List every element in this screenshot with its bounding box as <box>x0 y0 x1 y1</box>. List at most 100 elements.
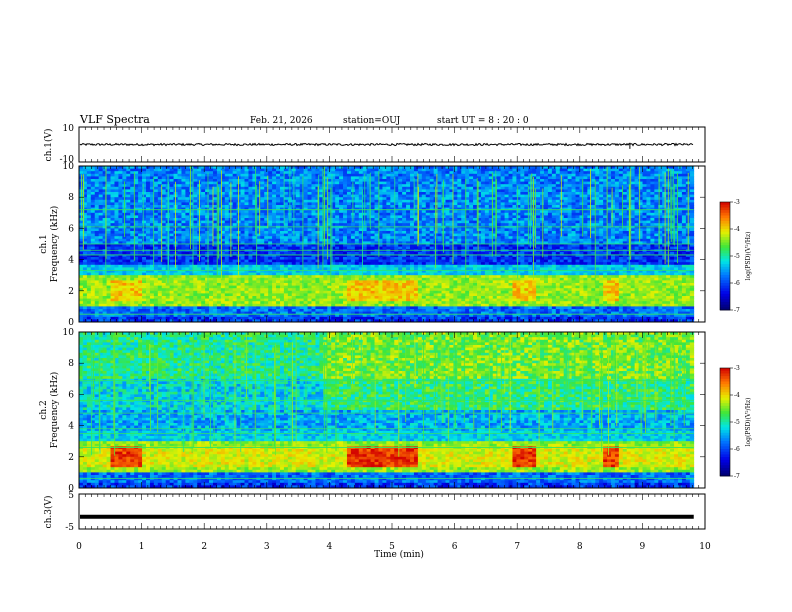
spectrogram-cell <box>371 200 375 203</box>
spectrogram-cell <box>560 169 564 172</box>
spectrogram-cell <box>118 187 122 190</box>
spectrogram-cell <box>611 182 615 185</box>
spectrogram-cell <box>142 197 146 200</box>
spectrogram-cell <box>107 195 111 198</box>
spectrogram-cell <box>497 179 501 182</box>
spectrogram-cell <box>473 182 477 185</box>
spectrogram-cell <box>422 179 426 182</box>
spectrogram-cell <box>599 197 603 200</box>
spectrogram-cell <box>170 171 174 174</box>
spectrogram-cell <box>615 187 619 190</box>
spectrogram-cell <box>583 192 587 195</box>
spectrogram-cell <box>162 176 166 179</box>
spectrogram-cell <box>225 171 229 174</box>
spectrogram-cell <box>497 205 501 208</box>
spectrogram-cell <box>355 184 359 187</box>
spectrogram-cell <box>599 192 603 195</box>
spectrogram-cell <box>95 189 99 192</box>
spectrogram-cell <box>111 205 115 208</box>
spectrogram-cell <box>619 176 623 179</box>
spectrogram-cell <box>402 176 406 179</box>
spectrogram-cell <box>138 208 142 211</box>
spectrogram-cell <box>430 179 434 182</box>
spectrogram-cell <box>457 200 461 203</box>
spectrogram-cell <box>520 192 524 195</box>
spectrogram-cell <box>201 208 205 211</box>
spectrogram-cell <box>126 174 130 177</box>
spectrogram-cell <box>512 195 516 198</box>
spectrogram-cell <box>465 169 469 172</box>
spectrogram-cell <box>572 202 576 205</box>
spectrogram-cell <box>639 187 643 190</box>
spectrogram-cell <box>339 187 343 190</box>
spectrogram-cell <box>347 174 351 177</box>
spectrogram-cell <box>181 187 185 190</box>
spectrogram-cell <box>99 184 103 187</box>
spectrogram-cell <box>272 169 276 172</box>
spectrogram-cell <box>311 200 315 203</box>
spectrogram-cell <box>445 205 449 208</box>
spectrogram-cell <box>300 171 304 174</box>
spectrogram-cell <box>248 169 252 172</box>
spectrogram-cell <box>434 171 438 174</box>
spectrogram-cell <box>181 195 185 198</box>
spectrogram-cell <box>343 182 347 185</box>
spectrogram-cell <box>587 169 591 172</box>
spectrogram-cell <box>564 176 568 179</box>
spectrogram-cell <box>241 187 245 190</box>
spectrogram-cell <box>154 187 158 190</box>
spectrogram-cell <box>87 202 91 205</box>
spectrogram-cell <box>579 200 583 203</box>
spectrogram-cell <box>311 174 315 177</box>
spectrogram-cell <box>375 179 379 182</box>
spectrogram-cell <box>339 179 343 182</box>
spectrogram-cell <box>453 189 457 192</box>
spectrogram-cell <box>83 169 87 172</box>
spectrogram-cell <box>639 179 643 182</box>
spectrogram-cell <box>296 195 300 198</box>
spectrogram-cell <box>355 200 359 203</box>
spectrogram-cell <box>505 200 509 203</box>
spectrogram-cell <box>252 205 256 208</box>
spectrogram-cell <box>568 179 572 182</box>
spectrogram-cell <box>162 197 166 200</box>
spectrogram-cell <box>505 192 509 195</box>
spectrogram-cell <box>509 202 513 205</box>
spectrogram-cell <box>343 187 347 190</box>
spectrogram-cell <box>343 200 347 203</box>
spectrogram-cell <box>635 205 639 208</box>
spectrogram-cell <box>138 176 142 179</box>
spectrogram-cell <box>564 189 568 192</box>
spectrogram-cell <box>650 171 654 174</box>
spectrogram-cell <box>623 192 627 195</box>
spectrogram-cell <box>118 195 122 198</box>
spectrogram-cell <box>95 197 99 200</box>
spectrogram-cell <box>114 169 118 172</box>
spectrogram-cell <box>560 176 564 179</box>
spectrogram-cell <box>674 169 678 172</box>
spectrogram-cell <box>91 192 95 195</box>
spectrogram-cell <box>304 176 308 179</box>
spectrogram-cell <box>95 169 99 172</box>
spectrogram-cell <box>445 202 449 205</box>
spectrogram-cell <box>343 176 347 179</box>
spectrogram-cell <box>339 176 343 179</box>
spectrogram-cell <box>268 195 272 198</box>
spectrogram-cell <box>654 176 658 179</box>
spectrogram-cell <box>402 171 406 174</box>
spectrogram-cell <box>418 171 422 174</box>
spectrogram-cell <box>122 174 126 177</box>
spectrogram-cell <box>438 192 442 195</box>
spectrogram-cell <box>643 195 647 198</box>
spectrogram-cell <box>296 202 300 205</box>
spectrogram-cell <box>682 189 686 192</box>
spectrogram-cell <box>181 189 185 192</box>
spectrogram-cell <box>438 184 442 187</box>
spectrogram-cell <box>111 174 115 177</box>
spectrogram-cell <box>473 179 477 182</box>
spectrogram-cell <box>611 176 615 179</box>
spectrogram-cell <box>422 182 426 185</box>
spectrogram-cell <box>536 171 540 174</box>
spectrogram-cell <box>434 179 438 182</box>
spectrogram-cell <box>461 169 465 172</box>
